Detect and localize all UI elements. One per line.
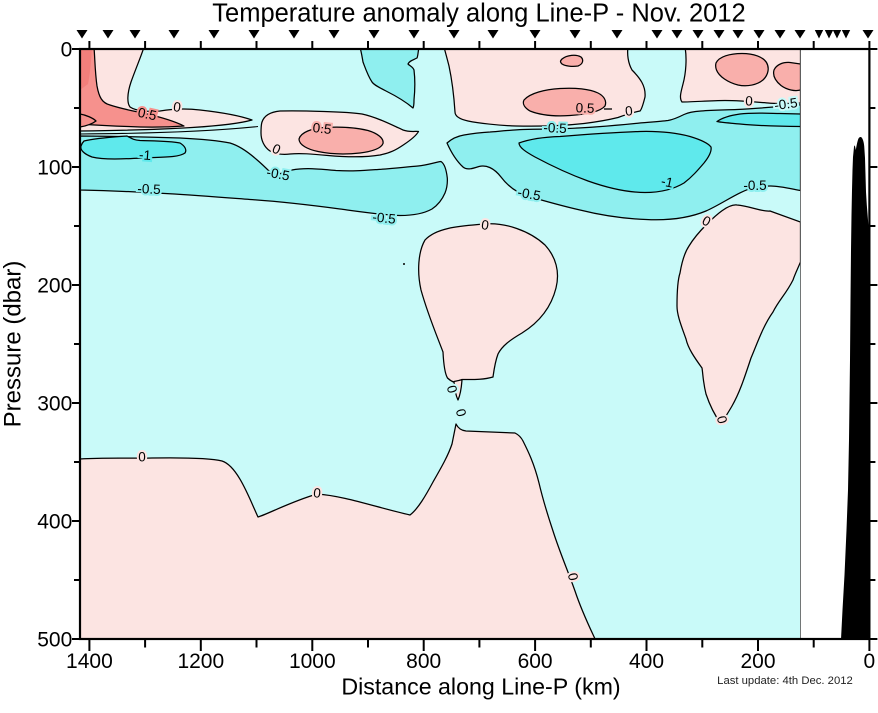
svg-text:Distance along Line-P (km): Distance along Line-P (km) [341,674,620,700]
svg-text:Pressure (dbar): Pressure (dbar) [0,261,27,428]
svg-text:0.5: 0.5 [575,100,594,116]
svg-text:-0.5: -0.5 [743,178,766,193]
svg-text:100: 100 [37,157,72,180]
svg-text:0: 0 [864,650,876,673]
svg-text:0: 0 [745,93,753,108]
svg-text:200: 200 [740,650,775,673]
svg-text:0: 0 [61,39,73,62]
svg-text:0: 0 [313,485,322,501]
svg-text:800: 800 [406,650,441,673]
svg-text:1400: 1400 [66,650,113,673]
svg-text:300: 300 [37,393,72,416]
svg-text:-0.5: -0.5 [773,95,798,113]
svg-text:500: 500 [37,629,72,652]
svg-text:200: 200 [37,275,72,298]
svg-text:1200: 1200 [177,650,224,673]
svg-text:-0.5: -0.5 [372,209,397,226]
svg-text:-0.5: -0.5 [543,120,567,136]
svg-text:0: 0 [624,103,633,119]
svg-text:-1: -1 [660,173,675,190]
svg-text:400: 400 [37,511,72,534]
svg-text:Temperature anomaly along Line: Temperature anomaly along Line-P - Nov. … [212,0,745,28]
svg-text:0: 0 [138,450,146,465]
svg-text:600: 600 [518,650,553,673]
svg-text:-0.5: -0.5 [516,185,542,204]
svg-text:-0.5: -0.5 [137,181,161,197]
svg-text:1000: 1000 [289,650,336,673]
svg-text:Last update: 4th Dec. 2012: Last update: 4th Dec. 2012 [717,675,853,687]
svg-text:0.5: 0.5 [312,120,332,137]
svg-text:-0.5: -0.5 [265,165,291,184]
svg-text:-1: -1 [139,147,152,163]
svg-text:0.5: 0.5 [136,105,157,124]
svg-text:400: 400 [629,650,664,673]
